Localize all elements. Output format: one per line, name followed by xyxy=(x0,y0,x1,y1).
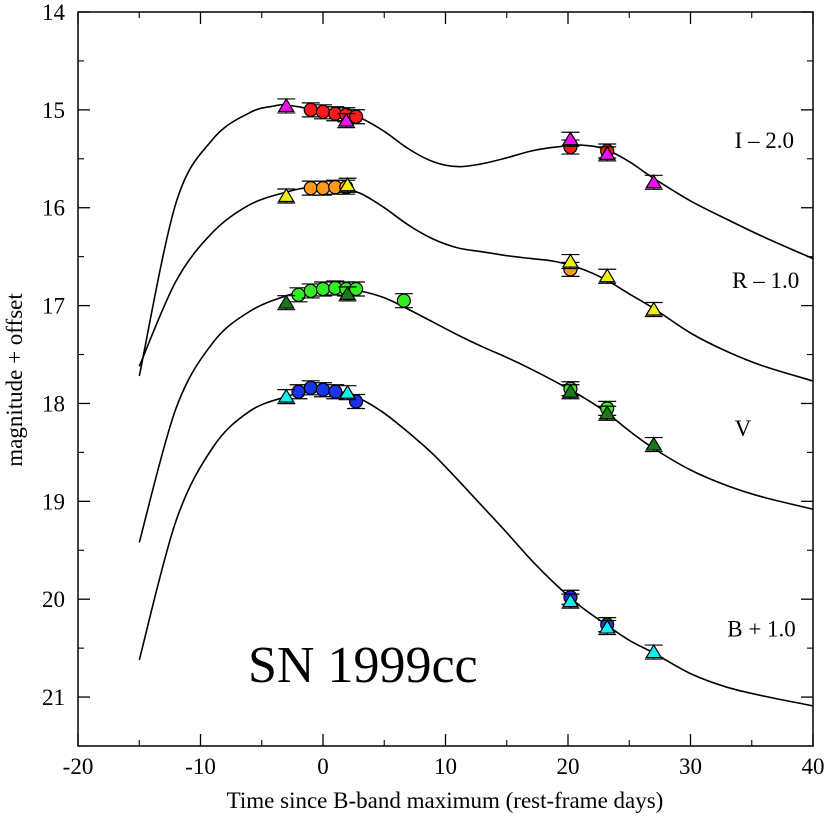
data-point-circle-b xyxy=(328,384,343,399)
y-tick-label: 16 xyxy=(42,196,65,221)
x-tick-label: 10 xyxy=(434,754,457,779)
y-tick-label: 15 xyxy=(42,98,65,123)
data-point-triangle-v xyxy=(277,294,295,309)
data-point-circle-r xyxy=(303,181,318,196)
x-tick-label: 20 xyxy=(557,754,580,779)
x-tick-label: -20 xyxy=(63,754,94,779)
data-point-triangle-b xyxy=(645,643,663,659)
series-label-i: I – 2.0 xyxy=(735,128,794,153)
data-point-circle-b xyxy=(291,384,306,399)
data-point-triangle-r xyxy=(277,187,295,203)
data-point-circle-r xyxy=(315,181,331,196)
data-point-triangle-b xyxy=(561,592,580,608)
data-point-circle-v xyxy=(396,293,411,308)
y-axis-label: magnitude + offset xyxy=(2,293,27,467)
data-point-triangle-i xyxy=(561,131,580,146)
data-point-circle-v xyxy=(291,287,306,302)
data-point-triangle-b xyxy=(598,619,616,634)
data-point-triangle-i xyxy=(598,145,616,161)
data-point-triangle-b xyxy=(277,388,295,403)
x-axis-label: Time since B-band maximum (rest-frame da… xyxy=(227,788,664,813)
series-labels: I – 2.0 R – 1.0 V B + 1.0 xyxy=(727,128,799,641)
data-point-triangle-r xyxy=(645,301,663,316)
plot-frame xyxy=(77,11,814,747)
data-point-triangle-v xyxy=(645,436,663,451)
axis-ticks: -20 -10 0 10 20 30 40 14 15 16 17 18 19 20 21 xyxy=(42,0,825,779)
data-points xyxy=(277,97,663,660)
data-point-triangle-i xyxy=(645,174,663,189)
y-tick-label: 21 xyxy=(42,685,65,710)
model-curve-i xyxy=(138,103,814,377)
x-tick-label: 40 xyxy=(802,754,825,779)
series-label-r: R – 1.0 xyxy=(732,268,799,293)
data-point-triangle-v xyxy=(338,285,357,300)
x-tick-label: 0 xyxy=(317,754,329,779)
data-point-triangle-r xyxy=(338,177,357,192)
y-tick-label: 19 xyxy=(42,489,65,514)
data-point-triangle-r xyxy=(561,253,580,268)
y-tick-label: 17 xyxy=(42,294,65,319)
data-point-triangle-r xyxy=(598,268,616,283)
x-tick-label: 30 xyxy=(679,754,702,779)
data-point-triangle-b xyxy=(338,384,357,399)
x-tick-label: -10 xyxy=(185,754,216,779)
y-tick-label: 20 xyxy=(42,587,65,612)
series-label-b: B + 1.0 xyxy=(727,616,796,641)
data-point-circle-v xyxy=(315,281,331,297)
chart-title: SN 1999cc xyxy=(248,637,478,694)
model-curve-r xyxy=(138,185,814,382)
data-point-triangle-i xyxy=(337,112,355,127)
series-label-v: V xyxy=(735,416,752,441)
data-point-triangle-v xyxy=(598,405,616,420)
model-curves xyxy=(138,103,814,707)
data-point-triangle-v xyxy=(561,383,580,398)
model-curve-v xyxy=(138,287,814,543)
y-tick-label: 18 xyxy=(42,391,65,416)
y-tick-label: 14 xyxy=(42,0,66,25)
data-point-triangle-i xyxy=(277,97,295,113)
data-point-circle-v xyxy=(348,281,364,297)
